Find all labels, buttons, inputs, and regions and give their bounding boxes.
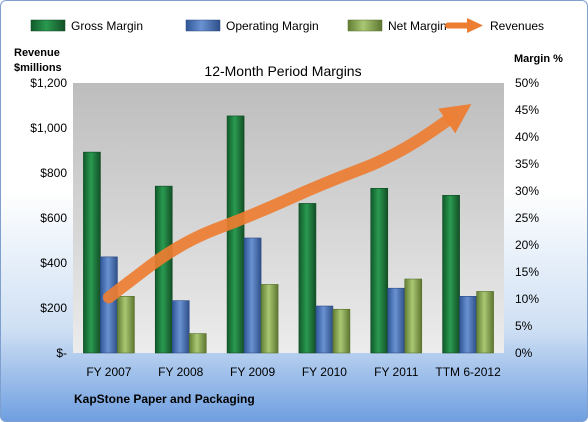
revenues-arrow-line [102, 115, 453, 304]
bar-net-margin [188, 333, 207, 354]
bar-operating-margin [100, 256, 118, 354]
legend: Gross Margin Operating Margin Net Margin… [30, 18, 544, 33]
bar-net-margin [260, 284, 279, 354]
y-right-tick-label: 45% [515, 103, 539, 117]
y-right-tick-label: 10% [515, 292, 539, 306]
bar-net-margin [117, 295, 135, 354]
x-tick-label: FY 2008 [158, 365, 203, 379]
bar-operating-margin [315, 305, 334, 354]
x-tick-label: FY 2011 [374, 365, 419, 379]
y-right-tick-label: 5% [515, 319, 533, 333]
x-tick-label: FY 2009 [230, 365, 275, 379]
legend-label-revenues: Revenues [490, 19, 544, 33]
y-left-label-line1: Revenue [14, 47, 60, 59]
y-left-tick-label: $1,000 [30, 121, 67, 135]
bar-operating-margin [171, 300, 190, 354]
bar-gross-margin [298, 203, 317, 354]
bar-net-margin [404, 278, 423, 354]
revenues-arrowhead [438, 103, 472, 134]
bar-gross-margin [83, 151, 101, 354]
x-tick-label: FY 2007 [86, 365, 131, 379]
bar-gross-margin [154, 185, 173, 354]
bar-operating-margin [243, 237, 262, 354]
bar-net-margin [476, 291, 494, 354]
bar-net-margin [332, 308, 351, 354]
legend-arrowhead-revenues [467, 18, 483, 33]
y-right-tick-label: 15% [515, 265, 539, 279]
bars [83, 115, 494, 354]
chart-title: 12-Month Period Margins [204, 63, 361, 79]
y-right-tick-label: 20% [515, 238, 539, 252]
x-axis: FY 2007 FY 2008 FY 2009 FY 2010 FY 2011 TTM 6… [86, 365, 501, 379]
bar-gross-margin [442, 195, 460, 354]
revenues-arrow-group [102, 103, 472, 304]
legend-swatch-net-margin [347, 19, 383, 32]
y-right-tick-label: 50% [515, 76, 539, 90]
y-right-tick-label: 35% [515, 157, 539, 171]
y-left-tick-label: $1,200 [30, 76, 67, 90]
bar-gross-margin [370, 188, 389, 354]
y-left-tick-label: $800 [40, 166, 67, 180]
y-right-label: Margin % [514, 53, 563, 65]
y-left-tick-label: $200 [40, 301, 67, 315]
x-tick-label: TTM 6-2012 [435, 365, 501, 379]
bar-operating-margin [459, 295, 477, 354]
y-left-tick-label: $600 [40, 211, 67, 225]
y-left-axis: $- $200 $400 $600 $800 $1,000 $1,200 [30, 76, 67, 360]
legend-label-net-margin: Net Margin [388, 19, 447, 33]
legend-swatch-operating-margin [185, 19, 221, 32]
legend-label-operating-margin: Operating Margin [226, 19, 319, 33]
company-name: KapStone Paper and Packaging [74, 392, 255, 406]
bar-gross-margin [226, 115, 245, 354]
y-right-tick-label: 30% [515, 184, 539, 198]
y-left-label-line2: $millions [14, 62, 62, 74]
y-left-tick-label: $- [56, 346, 67, 360]
y-right-tick-label: 40% [515, 130, 539, 144]
bar-operating-margin [387, 287, 406, 354]
legend-swatch-gross-margin [30, 19, 66, 32]
y-right-tick-label: 0% [515, 346, 533, 360]
y-left-tick-label: $400 [40, 256, 67, 270]
y-right-axis: 0% 5% 10% 15% 20% 25% 30% 35% 40% 45% 50% [515, 76, 539, 360]
y-right-tick-label: 25% [515, 211, 539, 225]
x-tick-label: FY 2010 [302, 365, 347, 379]
legend-label-gross-margin: Gross Margin [71, 19, 143, 33]
